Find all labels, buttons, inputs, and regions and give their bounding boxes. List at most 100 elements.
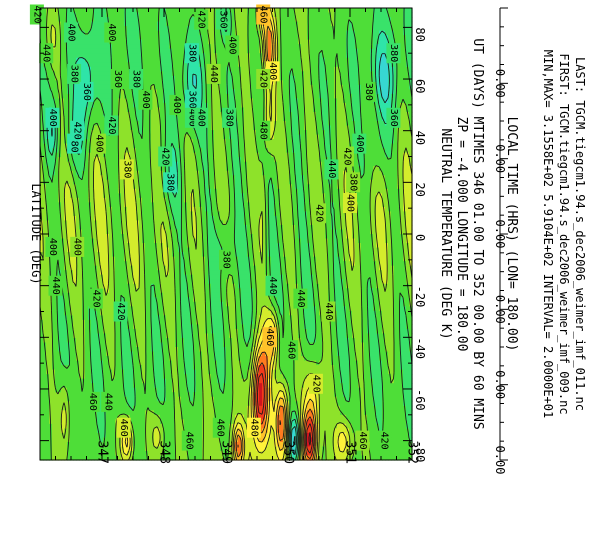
field-cell (40, 261, 44, 267)
field-cell (118, 283, 122, 289)
field-cell (43, 247, 47, 253)
field-cell (61, 93, 65, 99)
field-cell (109, 292, 113, 298)
field-cell (49, 130, 53, 136)
field-cell (55, 8, 59, 14)
field-cell (43, 75, 47, 81)
field-cell (106, 441, 110, 448)
field-cell (82, 215, 86, 222)
field-cell (115, 387, 119, 393)
field-cell (91, 229, 95, 235)
field-cell (121, 347, 125, 353)
field-cell (79, 306, 83, 312)
field-cell (103, 356, 107, 362)
field-cell (46, 229, 50, 235)
field-cell (109, 175, 113, 181)
field-cell (115, 274, 119, 280)
field-cell (79, 102, 83, 109)
field-cell (91, 247, 95, 253)
field-cell (70, 8, 74, 14)
field-cell (94, 229, 98, 235)
field-cell (55, 405, 59, 411)
field-cell (49, 383, 53, 389)
field-cell (106, 80, 110, 86)
field-cell (46, 310, 50, 316)
field-cell (61, 428, 65, 434)
field-cell (109, 428, 113, 434)
field-cell (76, 292, 80, 298)
field-cell (64, 80, 68, 86)
field-cell (127, 337, 131, 344)
field-cell (118, 324, 122, 330)
field-cell (49, 220, 53, 226)
field-cell (55, 310, 59, 316)
field-cell (118, 351, 122, 357)
field-cell (112, 188, 116, 194)
field-cell (46, 387, 50, 393)
field-cell (91, 30, 95, 36)
field-cell (106, 57, 110, 63)
field-cell (61, 441, 65, 448)
field-cell (100, 188, 104, 194)
field-cell (55, 197, 59, 203)
field-cell (46, 89, 50, 95)
field-cell (58, 337, 62, 344)
field-cell (73, 179, 77, 185)
field-cell (82, 220, 86, 226)
field-cell (88, 387, 92, 393)
field-cell (124, 414, 128, 420)
field-cell (85, 252, 89, 258)
field-cell (109, 365, 113, 371)
field-cell (73, 328, 77, 335)
field-cell (79, 356, 83, 362)
field-cell (61, 116, 65, 122)
field-cell (79, 446, 83, 452)
field-cell (100, 333, 104, 339)
field-cell (109, 238, 113, 244)
field-cell (67, 270, 71, 276)
field-cell (88, 243, 92, 249)
field-cell (49, 75, 53, 81)
field-cell (88, 383, 92, 389)
field-cell (121, 328, 125, 335)
field-cell (118, 107, 122, 113)
field-cell (40, 188, 44, 194)
field-cell (76, 224, 80, 231)
field-cell (61, 396, 65, 402)
field-cell (46, 446, 50, 452)
field-cell (115, 292, 119, 298)
field-cell (97, 107, 101, 113)
field-cell (49, 374, 53, 380)
field-cell (55, 387, 59, 393)
field-cell (43, 387, 47, 393)
field-cell (88, 283, 92, 289)
field-cell (97, 57, 101, 63)
field-cell (97, 423, 101, 429)
field-cell (46, 301, 50, 307)
field-cell (85, 125, 89, 131)
field-cell (49, 84, 53, 90)
field-cell (85, 152, 89, 158)
field-cell (121, 206, 125, 212)
field-cell (46, 211, 50, 217)
field-cell (106, 134, 110, 140)
field-cell (55, 347, 59, 353)
field-cell (43, 365, 47, 371)
field-cell (106, 342, 110, 348)
field-cell (73, 441, 77, 448)
field-cell (49, 175, 53, 181)
field-cell (115, 17, 119, 23)
field-cell (118, 274, 122, 280)
field-cell (109, 202, 113, 208)
field-cell (100, 256, 104, 262)
field-cell (67, 84, 71, 90)
field-cell (91, 107, 95, 113)
field-cell (49, 148, 53, 154)
field-cell (58, 342, 62, 348)
field-cell (115, 202, 119, 208)
field-cell (79, 211, 83, 217)
field-cell (106, 446, 110, 452)
field-cell (73, 392, 77, 398)
field-cell (40, 166, 44, 172)
field-cell (58, 234, 62, 240)
